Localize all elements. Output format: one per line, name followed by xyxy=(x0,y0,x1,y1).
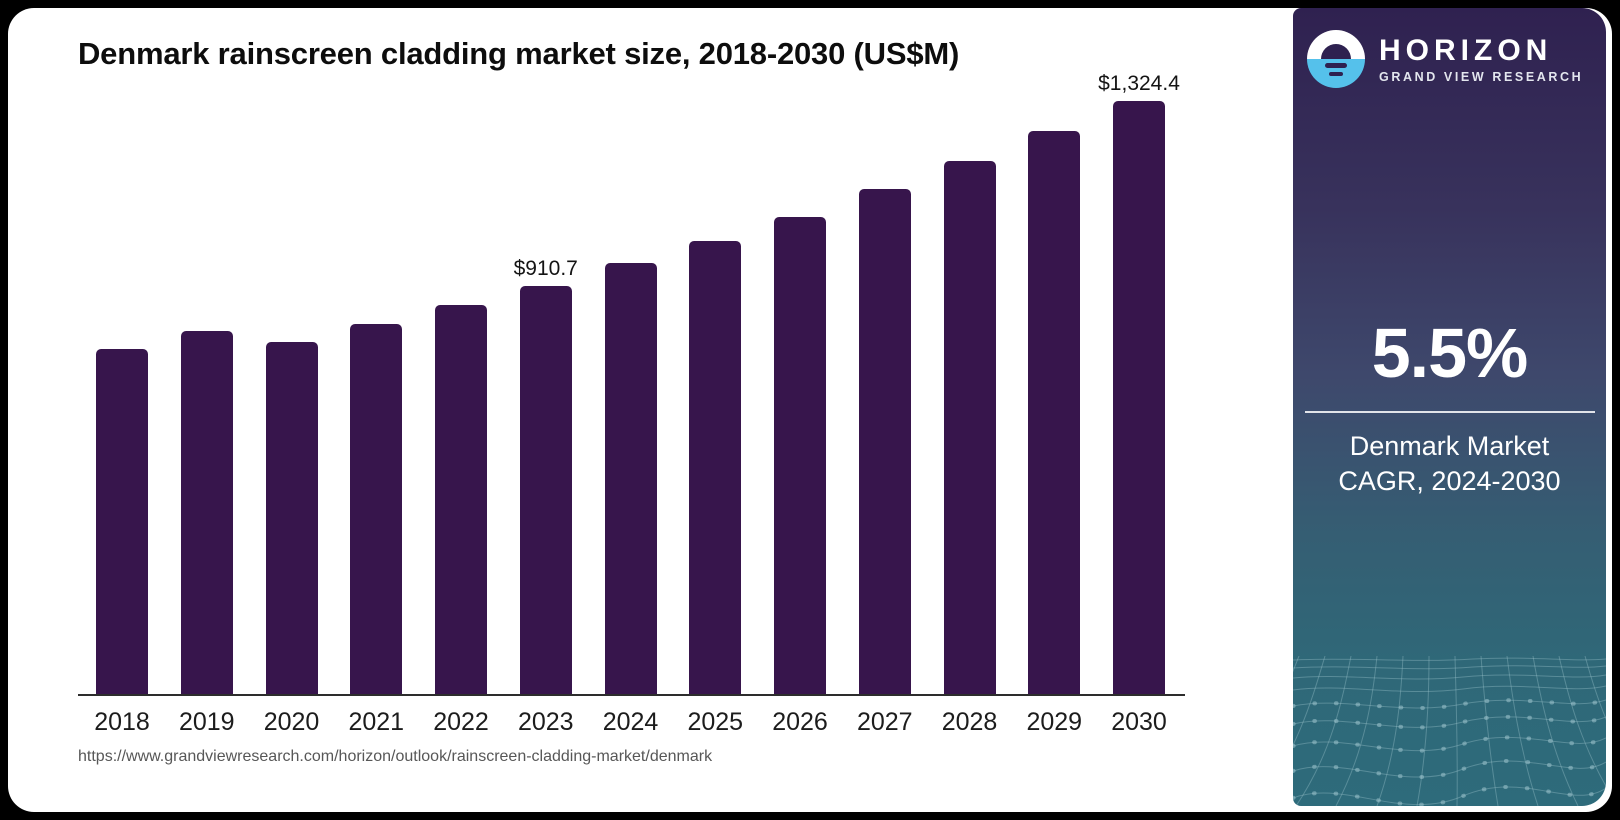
x-axis-line xyxy=(78,694,1185,696)
bar-2028 xyxy=(943,161,996,694)
sidebar: HORIZON GRAND VIEW RESEARCH 5.5% Denmark… xyxy=(1293,8,1606,806)
source-url-link[interactable]: https://www.grandviewresearch.com/horizo… xyxy=(78,748,713,765)
x-axis-label-2028: 2028 xyxy=(941,708,998,737)
brand-logo: HORIZON GRAND VIEW RESEARCH xyxy=(1293,30,1606,88)
brand-name: HORIZON xyxy=(1379,33,1553,67)
cagr-stat-block: 5.5% Denmark Market CAGR, 2024-2030 xyxy=(1293,313,1606,499)
x-axis-label-text: 2027 xyxy=(856,708,913,736)
wireframe-mesh-graphic xyxy=(1293,656,1606,806)
cagr-value: 5.5% xyxy=(1371,314,1529,392)
x-axis-label-2025: 2025 xyxy=(687,708,744,737)
logo-reflection-line xyxy=(1329,72,1343,76)
x-axis-label-2018: 2018 xyxy=(94,708,150,737)
bar-cell-2022 xyxy=(435,305,487,694)
x-axis-label-text: 2019 xyxy=(178,708,235,736)
x-axis-label-text: 2030 xyxy=(1111,708,1167,736)
x-axis-label-2029: 2029 xyxy=(1026,708,1083,737)
bar-2021 xyxy=(350,324,403,694)
x-axis-label-text: 2018 xyxy=(94,708,150,736)
bar-value-label-2030: $1,324.4 xyxy=(1098,72,1180,95)
bar-2030 xyxy=(1113,101,1165,694)
bar-2018 xyxy=(96,349,148,694)
x-axis-label-2019: 2019 xyxy=(178,708,235,737)
bar-cell-2020 xyxy=(265,342,318,694)
x-axis-label-2027: 2027 xyxy=(856,708,913,737)
x-axis-label-text: 2024 xyxy=(602,708,659,736)
bar-2024 xyxy=(604,263,657,694)
bar-2023 xyxy=(519,286,572,694)
x-axis-label-text: 2029 xyxy=(1026,708,1083,736)
bar-cell-2023: $910.7 xyxy=(514,257,578,694)
stat-divider xyxy=(1304,411,1595,413)
x-axis-label-text: 2020 xyxy=(263,708,320,736)
logo-reflection-line xyxy=(1325,63,1347,68)
bar-2020 xyxy=(265,342,318,694)
bar-cell-2018 xyxy=(96,349,148,694)
bar-2026 xyxy=(774,217,826,694)
bar-2027 xyxy=(858,189,911,694)
brand-subtitle: GRAND VIEW RESEARCH xyxy=(1379,69,1584,84)
logo-sun-dome xyxy=(1321,44,1351,59)
bar-2022 xyxy=(435,305,487,694)
cagr-label-line2: CAGR, 2024-2030 xyxy=(1338,466,1561,496)
bar-value-label-2023: $910.7 xyxy=(513,257,578,280)
x-axis-label-2023: 2023 xyxy=(517,708,574,737)
horizon-sun-logo-icon xyxy=(1307,30,1365,88)
x-axis-label-text: 2028 xyxy=(941,708,998,736)
bar-cell-2021 xyxy=(350,324,403,694)
bar-cell-2030: $1,324.4 xyxy=(1098,72,1180,694)
chart-title: Denmark rainscreen cladding market size,… xyxy=(78,36,960,71)
bar-cell-2025 xyxy=(689,241,742,694)
x-axis-label-text: 2025 xyxy=(687,708,744,736)
x-axis-label-2026: 2026 xyxy=(772,708,828,737)
bar-cell-2027 xyxy=(858,189,911,694)
bar-cell-2029 xyxy=(1028,131,1081,694)
bar-chart-plot-area: $910.7 $1,324.4 xyxy=(96,72,1180,694)
bar-2025 xyxy=(689,241,742,694)
x-axis-label-2024: 2024 xyxy=(602,708,659,737)
x-axis-label-2030: 2030 xyxy=(1111,708,1167,737)
bar-cell-2019 xyxy=(180,331,233,694)
x-axis-label-2020: 2020 xyxy=(263,708,320,737)
cagr-label-line1: Denmark Market xyxy=(1349,431,1550,461)
brand-text-block: HORIZON GRAND VIEW RESEARCH xyxy=(1379,33,1584,84)
bar-2029 xyxy=(1028,131,1081,694)
bar-cell-2024 xyxy=(604,263,657,694)
bar-2019 xyxy=(180,331,233,694)
x-axis-label-text: 2021 xyxy=(348,708,405,736)
bar-cell-2028 xyxy=(943,161,996,694)
x-axis-labels: 2018 2019 2020 2021 2022 2023 2024 2025 2026 2027… xyxy=(94,708,1167,737)
bar-cell-2026 xyxy=(774,217,826,694)
x-axis-label-2022: 2022 xyxy=(433,708,489,737)
x-axis-label-text: 2026 xyxy=(772,708,828,736)
x-axis-label-2021: 2021 xyxy=(348,708,405,737)
x-axis-label-text: 2022 xyxy=(433,708,489,736)
x-axis-label-text: 2023 xyxy=(517,708,574,736)
